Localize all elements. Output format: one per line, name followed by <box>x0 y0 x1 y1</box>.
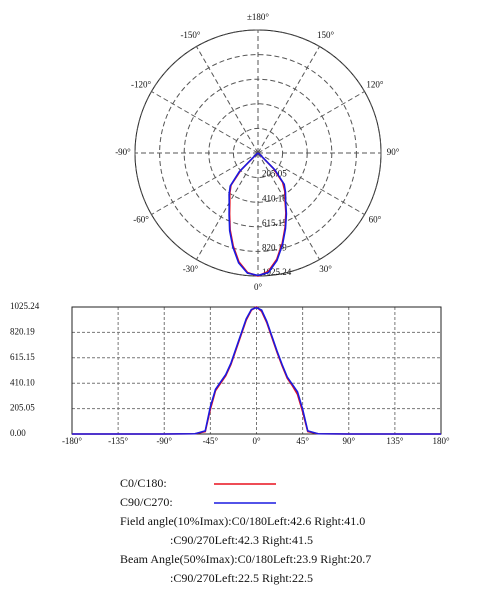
annotation: Beam Angle(50%Imax):C0/180Left:23.9 Righ… <box>120 552 371 566</box>
y-tick-label: 0.00 <box>10 428 26 438</box>
y-tick-label: 205.05 <box>10 403 35 413</box>
angle-label: 60° <box>369 215 382 225</box>
radial-label: 615.15 <box>262 218 287 228</box>
x-tick-label: -45° <box>203 436 219 446</box>
angle-label: 30° <box>319 264 332 274</box>
radial-label: 205.05 <box>262 169 287 179</box>
radial-label: 1025.24 <box>262 267 292 277</box>
angle-grid <box>257 46 320 154</box>
angle-label: -60° <box>133 215 149 225</box>
x-tick-label: 0° <box>252 436 261 446</box>
annotation: Field angle(10%Imax):C0/180Left:42.6 Rig… <box>120 514 365 528</box>
y-tick-label: 1025.24 <box>10 301 40 311</box>
radial-label: 410.10 <box>262 193 287 203</box>
angle-grid <box>257 91 365 154</box>
x-tick-label: 135° <box>386 436 404 446</box>
x-tick-label: -90° <box>156 436 172 446</box>
y-tick-label: 615.15 <box>10 352 35 362</box>
angle-label: ±180° <box>247 12 269 22</box>
y-tick-label: 410.10 <box>10 377 35 387</box>
line-curve <box>72 306 441 435</box>
annotation: :C90/270Left:22.5 Right:22.5 <box>170 571 313 585</box>
angle-grid <box>151 152 259 215</box>
y-tick-label: 820.19 <box>10 326 35 336</box>
angle-label: 120° <box>366 80 384 90</box>
annotation: :C90/270Left:42.3 Right:41.5 <box>170 533 313 547</box>
radial-label: 820.19 <box>262 242 287 252</box>
angle-label: -150° <box>180 30 200 40</box>
angle-grid <box>257 152 365 215</box>
angle-label: -90° <box>115 147 131 157</box>
angle-label: -120° <box>131 80 151 90</box>
angle-grid <box>257 152 320 260</box>
x-tick-label: -180° <box>62 436 82 446</box>
x-tick-label: 90° <box>342 436 355 446</box>
angle-label: 90° <box>387 147 400 157</box>
legend-label: C90/C270: <box>120 495 173 509</box>
x-tick-label: -135° <box>108 436 128 446</box>
angle-label: -30° <box>183 264 199 274</box>
angle-grid <box>151 91 259 154</box>
angle-grid <box>196 46 259 154</box>
angle-label: 0° <box>254 282 263 292</box>
x-tick-label: 45° <box>296 436 309 446</box>
angle-grid <box>196 152 259 260</box>
x-tick-label: 180° <box>432 436 450 446</box>
polar-curve <box>228 152 288 277</box>
angle-label: 150° <box>317 30 335 40</box>
legend-label: C0/C180: <box>120 476 167 490</box>
